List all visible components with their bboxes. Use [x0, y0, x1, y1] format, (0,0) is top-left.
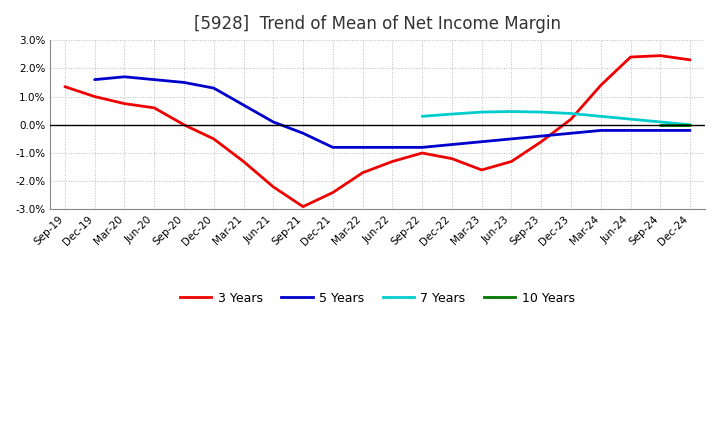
5 Years [180, 80, 189, 85]
5 Years [210, 85, 218, 91]
5 Years [328, 145, 337, 150]
3 Years [567, 117, 575, 122]
3 Years [388, 159, 397, 164]
5 Years [596, 128, 605, 133]
5 Years [656, 128, 665, 133]
5 Years [239, 103, 248, 108]
Line: 7 Years: 7 Years [422, 111, 690, 125]
7 Years [685, 122, 694, 128]
3 Years [299, 204, 307, 209]
Line: 3 Years: 3 Years [65, 55, 690, 207]
3 Years [507, 159, 516, 164]
7 Years [626, 117, 635, 122]
Line: 5 Years: 5 Years [94, 77, 690, 147]
Title: [5928]  Trend of Mean of Net Income Margin: [5928] Trend of Mean of Net Income Margi… [194, 15, 561, 33]
3 Years [90, 94, 99, 99]
3 Years [448, 156, 456, 161]
7 Years [418, 114, 426, 119]
3 Years [537, 139, 546, 144]
7 Years [567, 111, 575, 116]
3 Years [150, 105, 158, 110]
3 Years [656, 53, 665, 58]
5 Years [685, 128, 694, 133]
3 Years [269, 184, 278, 190]
5 Years [507, 136, 516, 142]
5 Years [150, 77, 158, 82]
10 Years [685, 122, 694, 128]
3 Years [239, 159, 248, 164]
7 Years [537, 110, 546, 115]
5 Years [299, 131, 307, 136]
3 Years [418, 150, 426, 156]
5 Years [388, 145, 397, 150]
3 Years [120, 101, 129, 106]
5 Years [477, 139, 486, 144]
5 Years [626, 128, 635, 133]
7 Years [448, 111, 456, 117]
7 Years [656, 119, 665, 125]
5 Years [269, 119, 278, 125]
Legend: 3 Years, 5 Years, 7 Years, 10 Years: 3 Years, 5 Years, 7 Years, 10 Years [175, 287, 580, 310]
5 Years [359, 145, 367, 150]
5 Years [418, 145, 426, 150]
5 Years [567, 131, 575, 136]
3 Years [180, 122, 189, 128]
10 Years [656, 122, 665, 128]
7 Years [477, 110, 486, 115]
3 Years [596, 83, 605, 88]
3 Years [210, 136, 218, 142]
3 Years [60, 84, 69, 89]
3 Years [359, 170, 367, 176]
5 Years [537, 133, 546, 139]
7 Years [596, 114, 605, 119]
3 Years [328, 190, 337, 195]
5 Years [120, 74, 129, 80]
3 Years [477, 167, 486, 172]
3 Years [626, 55, 635, 60]
5 Years [448, 142, 456, 147]
5 Years [90, 77, 99, 82]
3 Years [685, 57, 694, 62]
7 Years [507, 109, 516, 114]
